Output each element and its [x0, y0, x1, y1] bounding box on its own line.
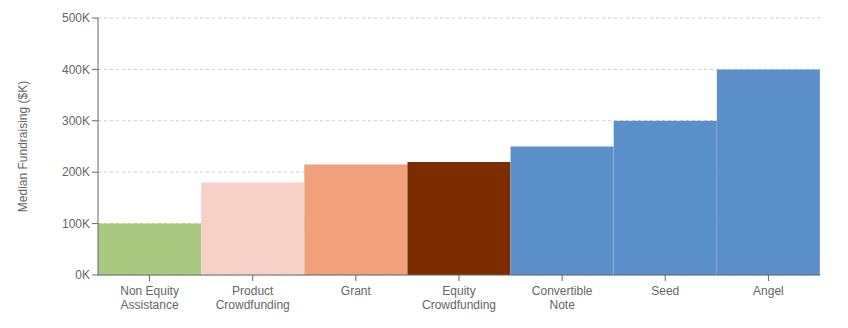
svg-text:EquityCrowdfunding: EquityCrowdfunding [422, 284, 496, 312]
svg-text:400K: 400K [62, 63, 90, 77]
svg-text:Seed: Seed [651, 284, 679, 298]
svg-text:300K: 300K [62, 114, 90, 128]
svg-text:Grant: Grant [341, 284, 372, 298]
svg-text:100K: 100K [62, 217, 90, 231]
svg-text:500K: 500K [62, 11, 90, 25]
svg-text:ProductCrowdfunding: ProductCrowdfunding [216, 284, 290, 312]
svg-text:Median Fundraising ($K): Median Fundraising ($K) [16, 81, 30, 212]
svg-text:200K: 200K [62, 165, 90, 179]
svg-text:Angel: Angel [753, 284, 784, 298]
svg-text:Non EquityAssistance: Non EquityAssistance [120, 284, 179, 312]
svg-text:0K: 0K [75, 268, 90, 282]
svg-text:ConvertibleNote: ConvertibleNote [532, 284, 593, 312]
